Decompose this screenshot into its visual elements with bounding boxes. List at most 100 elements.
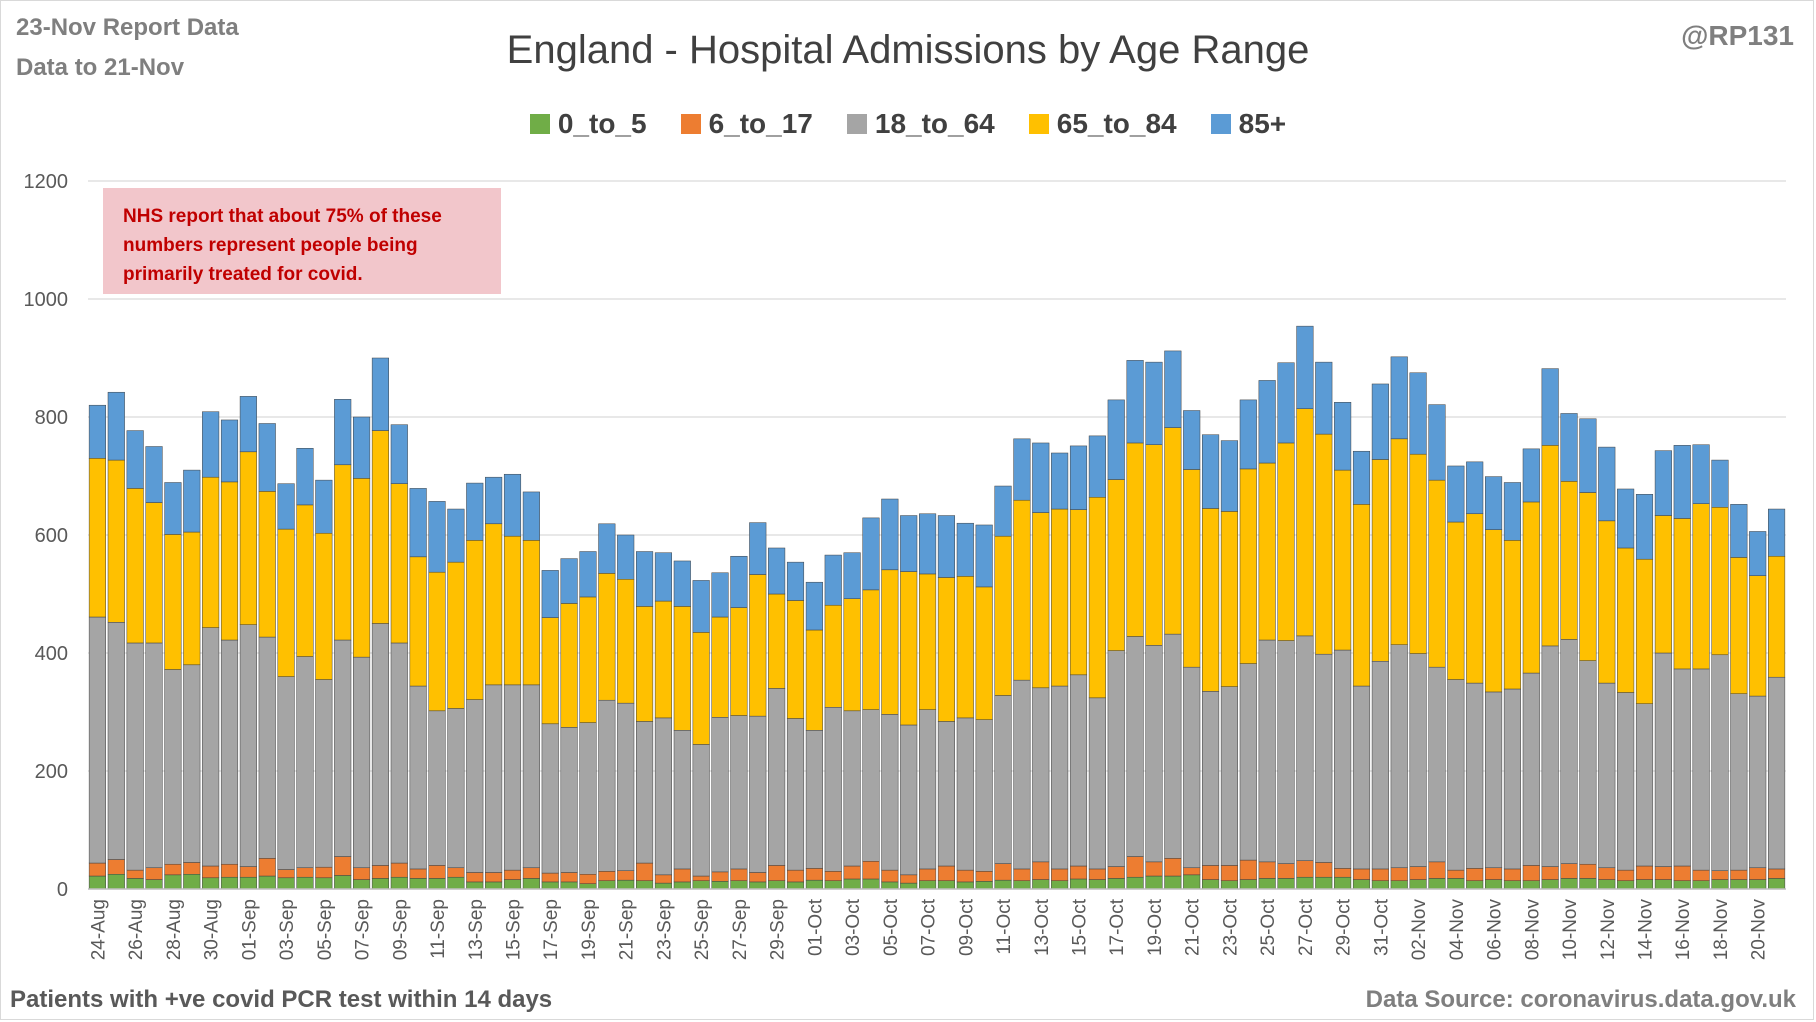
bar-segment-0-to-5 [1315,876,1333,890]
bar-segment-0-to-5 [1126,876,1144,890]
legend-item-6-to-17: 6_to_17 [680,108,813,140]
bar-segment-0-to-5 [1730,879,1748,890]
bar-segment-85- [636,551,654,607]
y-tick-label: 1000 [24,289,69,311]
bar-segment-18-to-64 [881,714,899,871]
bar-segment-6-to-17 [1051,868,1069,881]
y-tick-label: 1200 [24,171,69,193]
bar-segment-65-to-84 [598,573,616,701]
bar-segment-6-to-17 [1296,860,1314,878]
bar-segment-18-to-64 [636,721,654,864]
bar-segment-65-to-84 [1617,547,1635,693]
bar-segment-18-to-64 [1635,703,1654,867]
x-tick-label: 16-Nov [1673,899,1694,961]
bar-segment-6-to-17 [1617,869,1635,881]
bar-segment-0-to-5 [636,880,654,890]
x-tick-label: 03-Sep [277,899,298,960]
bar-segment-0-to-5 [919,880,937,890]
bar-segment-65-to-84 [1371,459,1389,662]
bar-segment-65-to-84 [1598,520,1616,684]
x-tick-label: 17-Sep [541,899,562,960]
bar-segment-85- [1315,361,1333,435]
bar-segment-18-to-64 [1051,685,1069,870]
bar-segment-6-to-17 [711,871,729,882]
bar-segment-6-to-17 [1220,865,1238,881]
bar-segment-6-to-17 [1466,868,1484,881]
bar-segment-85- [1541,368,1559,446]
bar-segment-65-to-84 [1673,518,1691,670]
nhs-note-box: NHS report that about 75% of these numbe… [103,188,501,294]
bar-segment-85- [239,396,257,453]
bar-segment-0-to-5 [994,879,1012,890]
bar-segment-18-to-64 [1390,644,1408,869]
bar-segment-0-to-5 [296,876,314,890]
bar-segment-65-to-84 [975,586,993,720]
bar-segment-6-to-17 [126,869,144,879]
bar-segment-18-to-64 [220,639,239,865]
bar-segment-65-to-84 [1277,442,1295,641]
bar-segment-0-to-5 [541,881,559,890]
x-tick-label: 23-Oct [1220,898,1241,956]
bar-segment-85- [1126,360,1144,444]
bar-segment-65-to-84 [1466,513,1484,684]
bar-segment-0-to-5 [1522,880,1540,890]
bar-segment-18-to-64 [258,636,276,859]
bar-segment-85- [1654,450,1672,516]
bar-segment-85- [1692,444,1710,504]
bar-segment-0-to-5 [1277,878,1295,890]
bar-segment-0-to-5 [1617,880,1635,890]
bar-segment-0-to-5 [1371,880,1389,890]
bar-segment-6-to-17 [956,869,974,883]
bar-segment-85- [1503,482,1521,541]
bar-segment-0-to-5 [220,876,239,890]
bar-segment-6-to-17 [1560,863,1578,879]
bar-segment-0-to-5 [654,882,672,890]
author-handle: @RP131 [1681,20,1794,51]
bar-segment-85- [390,424,408,484]
bar-segment-65-to-84 [1503,540,1521,690]
bar-segment-0-to-5 [1013,880,1031,890]
bar-segment-85- [1334,402,1352,471]
bar-segment-0-to-5 [1560,878,1578,890]
bar-segment-0-to-5 [1447,878,1465,890]
bar-segment-65-to-84 [1352,504,1371,687]
bar-segment-18-to-64 [654,717,672,876]
bar-segment-0-to-5 [598,880,616,890]
bar-segment-18-to-64 [1692,668,1710,871]
bar-segment-0-to-5 [579,883,597,890]
bar-segment-65-to-84 [1239,468,1257,664]
bar-segment-0-to-5 [126,878,144,890]
bar-segment-85- [919,513,937,575]
bar-segment-65-to-84 [1447,521,1465,680]
bar-segment-0-to-5 [862,878,880,890]
bar-segment-85- [1768,508,1786,557]
bar-segment-6-to-17 [409,868,427,879]
bar-segment-0-to-5 [164,874,182,890]
bar-segment-18-to-64 [107,622,125,860]
bar-segment-85- [956,522,974,577]
bar-segment-0-to-5 [522,878,540,890]
bar-segment-65-to-84 [353,478,371,658]
x-tick-label: 31-Oct [1371,898,1392,956]
bar-segment-85- [1522,448,1540,503]
note-line: NHS report that about 75% of these [123,206,442,227]
bar-segment-6-to-17 [1258,861,1276,879]
bar-segment-18-to-64 [1145,645,1163,863]
legend-label-0-to-5: 0_to_5 [557,108,647,139]
x-tick-label: 07-Sep [353,899,374,960]
bar-segment-0-to-5 [730,880,748,890]
bar-segment-18-to-64 [1183,666,1201,869]
bar-segment-18-to-64 [579,722,597,875]
bar-segment-18-to-64 [937,721,955,867]
bar-segment-0-to-5 [1768,878,1786,890]
bar-segment-6-to-17 [503,869,522,880]
bar-segment-85- [711,572,729,618]
bar-segment-18-to-64 [768,688,786,866]
bar-segment-6-to-17 [1654,866,1672,880]
bar-segment-6-to-17 [730,868,748,881]
bar-segment-18-to-64 [560,727,578,873]
bar-segment-0-to-5 [239,876,257,890]
x-tick-label: 15-Oct [1070,898,1091,956]
bar-segment-85- [579,551,597,598]
bar-segment-85- [126,430,144,489]
